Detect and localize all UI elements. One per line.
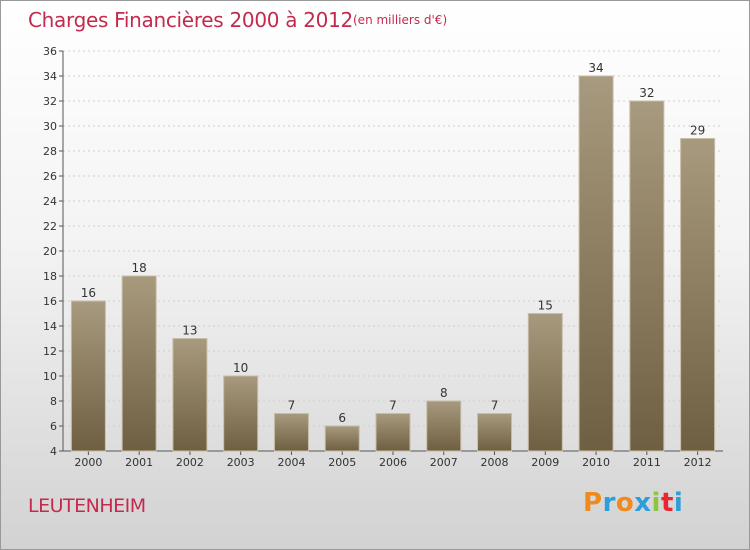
data-label-2006: 7: [389, 399, 397, 413]
y-tick-label: 22: [43, 220, 57, 233]
x-tick-label-2011: 2011: [633, 456, 661, 469]
x-tick-label-2003: 2003: [227, 456, 255, 469]
labels: 4 6 8 10 12 14 16 18 20 22 24 26 28 30 32 34 36 16 2000 18 2…: [43, 45, 712, 469]
bar-2000: [70, 300, 106, 452]
grid-lines: [63, 50, 723, 452]
proxiti-logo[interactable]: Proxiti: [583, 488, 683, 518]
logo-letter: x: [634, 488, 652, 518]
y-tick-label: 8: [50, 395, 57, 408]
bar-2009: [527, 313, 563, 452]
logo-letter: i: [651, 488, 661, 518]
bar-2001: [121, 275, 157, 452]
logo-letter: r: [602, 488, 616, 518]
bar-2008: [477, 413, 513, 452]
data-label-2003: 10: [233, 361, 248, 375]
y-tick-label: 32: [43, 95, 57, 108]
bars: [70, 75, 716, 452]
y-tick-label: 4: [50, 445, 57, 458]
bar-2004: [273, 413, 309, 452]
logo-letter: o: [615, 488, 635, 518]
y-tick-label: 26: [43, 170, 57, 183]
data-label-2008: 7: [491, 399, 499, 413]
y-tick-label: 16: [43, 295, 57, 308]
y-tick-label: 18: [43, 270, 57, 283]
data-label-2007: 8: [440, 386, 448, 400]
bar-2002: [172, 338, 208, 452]
x-tick-label-2008: 2008: [481, 456, 509, 469]
data-label-2005: 6: [338, 411, 346, 425]
chart-subtitle: (en milliers d'€): [353, 13, 448, 27]
x-tick-label-2005: 2005: [328, 456, 356, 469]
y-tick-label: 10: [43, 370, 57, 383]
bar-2012: [680, 138, 716, 452]
y-tick-label: 14: [43, 320, 57, 333]
data-label-2004: 7: [288, 399, 296, 413]
x-tick-label-2007: 2007: [430, 456, 458, 469]
bar-2011: [629, 100, 665, 452]
data-label-2010: 34: [588, 61, 603, 75]
chart-title: Charges Financières 2000 à 2012: [28, 8, 353, 32]
x-tick-label-2012: 2012: [684, 456, 712, 469]
y-tick-label: 30: [43, 120, 57, 133]
logo-letter: i: [673, 488, 684, 518]
y-tick-label: 34: [43, 70, 57, 83]
bar-2006: [375, 413, 411, 452]
x-tick-label-2010: 2010: [582, 456, 610, 469]
data-label-2011: 32: [639, 86, 654, 100]
bar-2005: [324, 425, 360, 452]
logo-letter: t: [660, 488, 674, 518]
bar-2003: [223, 375, 259, 452]
data-label-2001: 18: [132, 261, 147, 275]
y-tick-label: 24: [43, 195, 57, 208]
data-label-2009: 15: [538, 299, 553, 313]
data-label-2000: 16: [81, 286, 96, 300]
bar-2010: [578, 75, 614, 452]
x-tick-label-2009: 2009: [531, 456, 559, 469]
logo-letter: P: [583, 488, 603, 518]
x-tick-label-2004: 2004: [277, 456, 305, 469]
y-tick-label: 6: [50, 420, 57, 433]
x-tick-label-2000: 2000: [74, 456, 102, 469]
data-label-2012: 29: [690, 124, 705, 138]
x-tick-label-2002: 2002: [176, 456, 204, 469]
axes: [59, 50, 723, 455]
y-tick-label: 20: [43, 245, 57, 258]
y-tick-label: 12: [43, 345, 57, 358]
data-label-2002: 13: [182, 324, 197, 338]
y-tick-label: 36: [43, 45, 57, 58]
x-tick-label-2001: 2001: [125, 456, 153, 469]
town-name: LEUTENHEIM: [28, 495, 146, 517]
x-tick-label-2006: 2006: [379, 456, 407, 469]
y-tick-label: 28: [43, 145, 57, 158]
bar-2007: [426, 400, 462, 452]
